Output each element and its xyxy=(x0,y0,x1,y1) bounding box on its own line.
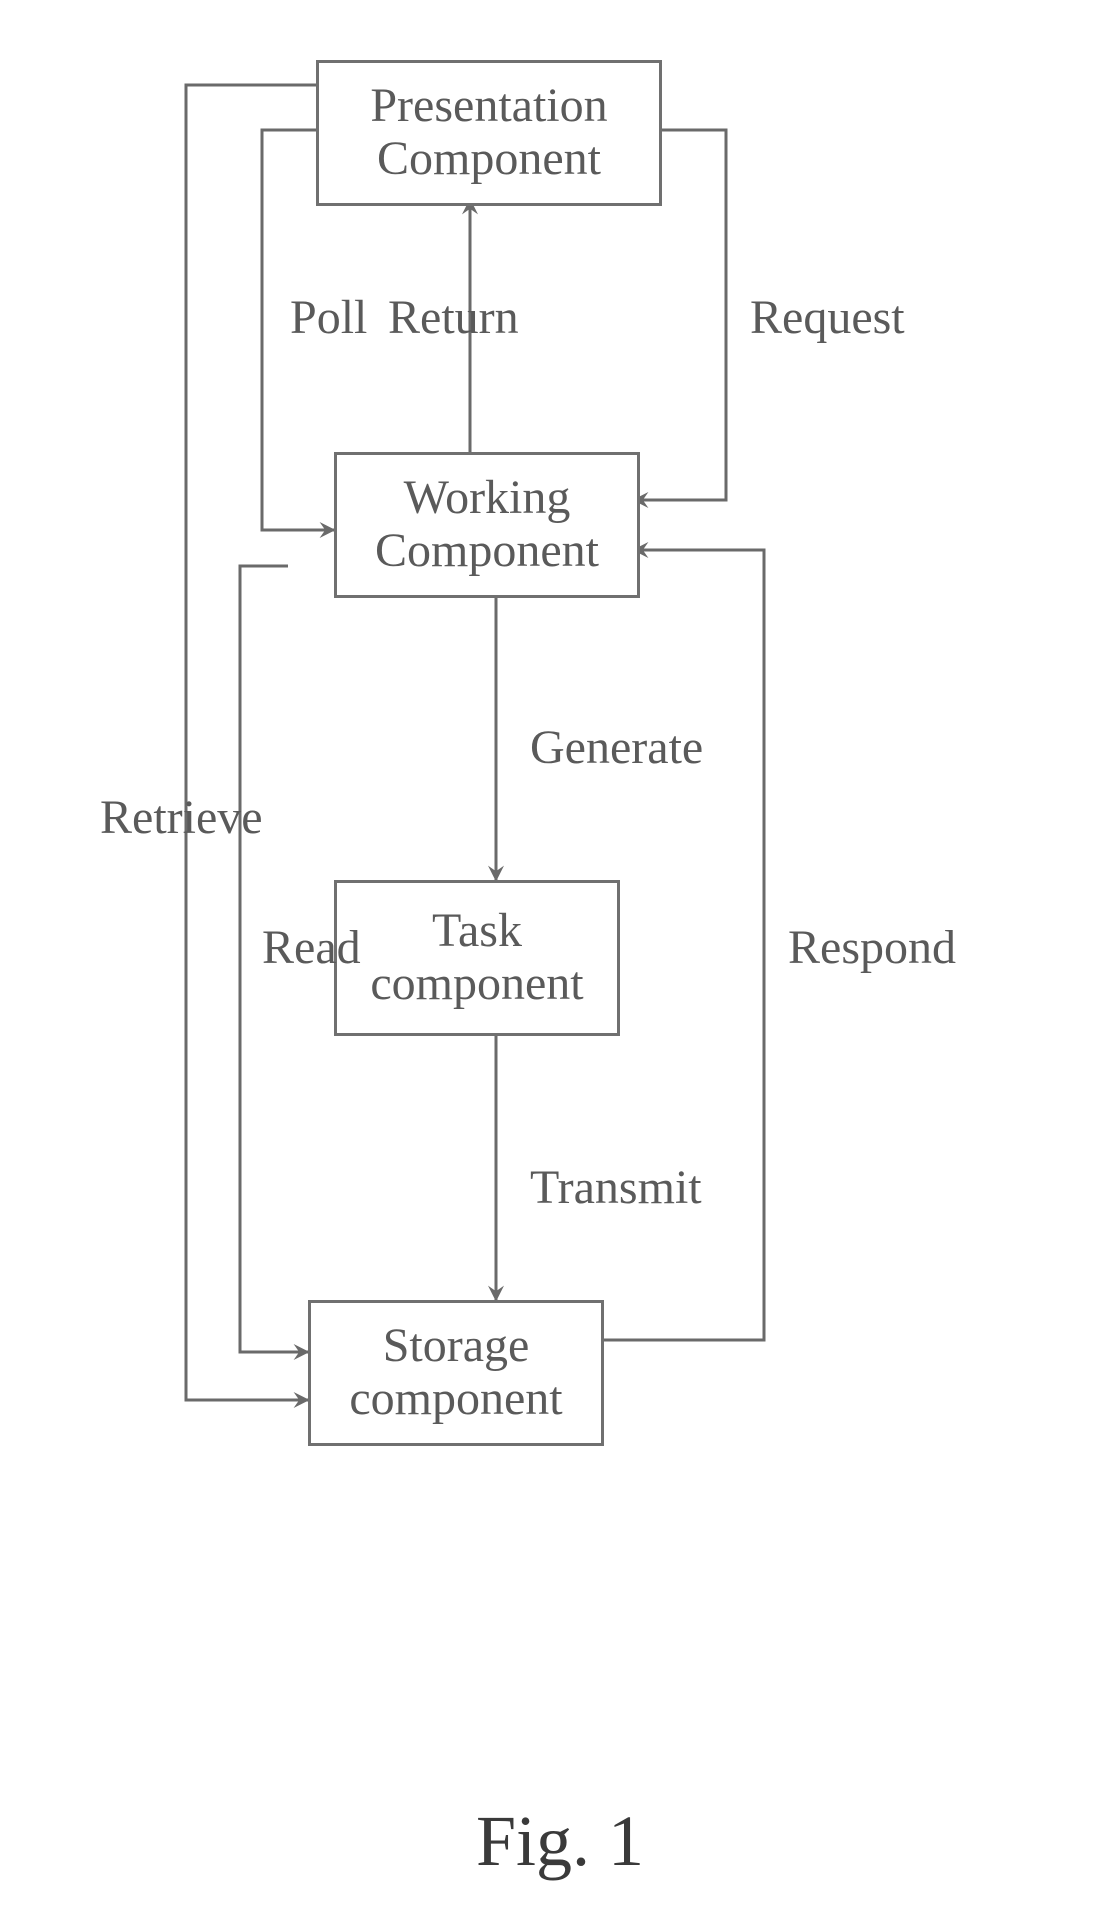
edge-label-respond: Respond xyxy=(788,920,956,975)
node-presentation-line1: Presentation xyxy=(370,80,607,133)
node-presentation-line2: Component xyxy=(377,133,601,186)
edge-label-poll: Poll xyxy=(290,290,367,345)
edge-label-transmit: Transmit xyxy=(530,1160,702,1215)
node-task-line2: component xyxy=(370,958,583,1011)
edge-label-request: Request xyxy=(750,290,905,345)
node-storage: Storage component xyxy=(308,1300,604,1446)
node-working-line1: Working xyxy=(404,472,571,525)
node-presentation: Presentation Component xyxy=(316,60,662,206)
edge-respond xyxy=(598,550,764,1340)
node-working-line2: Component xyxy=(375,525,599,578)
node-task: Task component xyxy=(334,880,620,1036)
edge-label-read: Read xyxy=(262,920,361,975)
figure-caption: Fig. 1 xyxy=(440,1800,680,1883)
node-storage-line1: Storage xyxy=(383,1320,530,1373)
node-working: Working Component xyxy=(334,452,640,598)
node-storage-line2: component xyxy=(349,1373,562,1426)
component-flowchart: Presentation Component Working Component… xyxy=(0,0,1120,1929)
edge-label-return: Return xyxy=(388,290,519,345)
edge-label-generate: Generate xyxy=(530,720,703,775)
edge-label-retrieve: Retrieve xyxy=(100,790,263,845)
edge-retrieve xyxy=(186,85,316,1400)
node-task-line1: Task xyxy=(432,905,522,958)
